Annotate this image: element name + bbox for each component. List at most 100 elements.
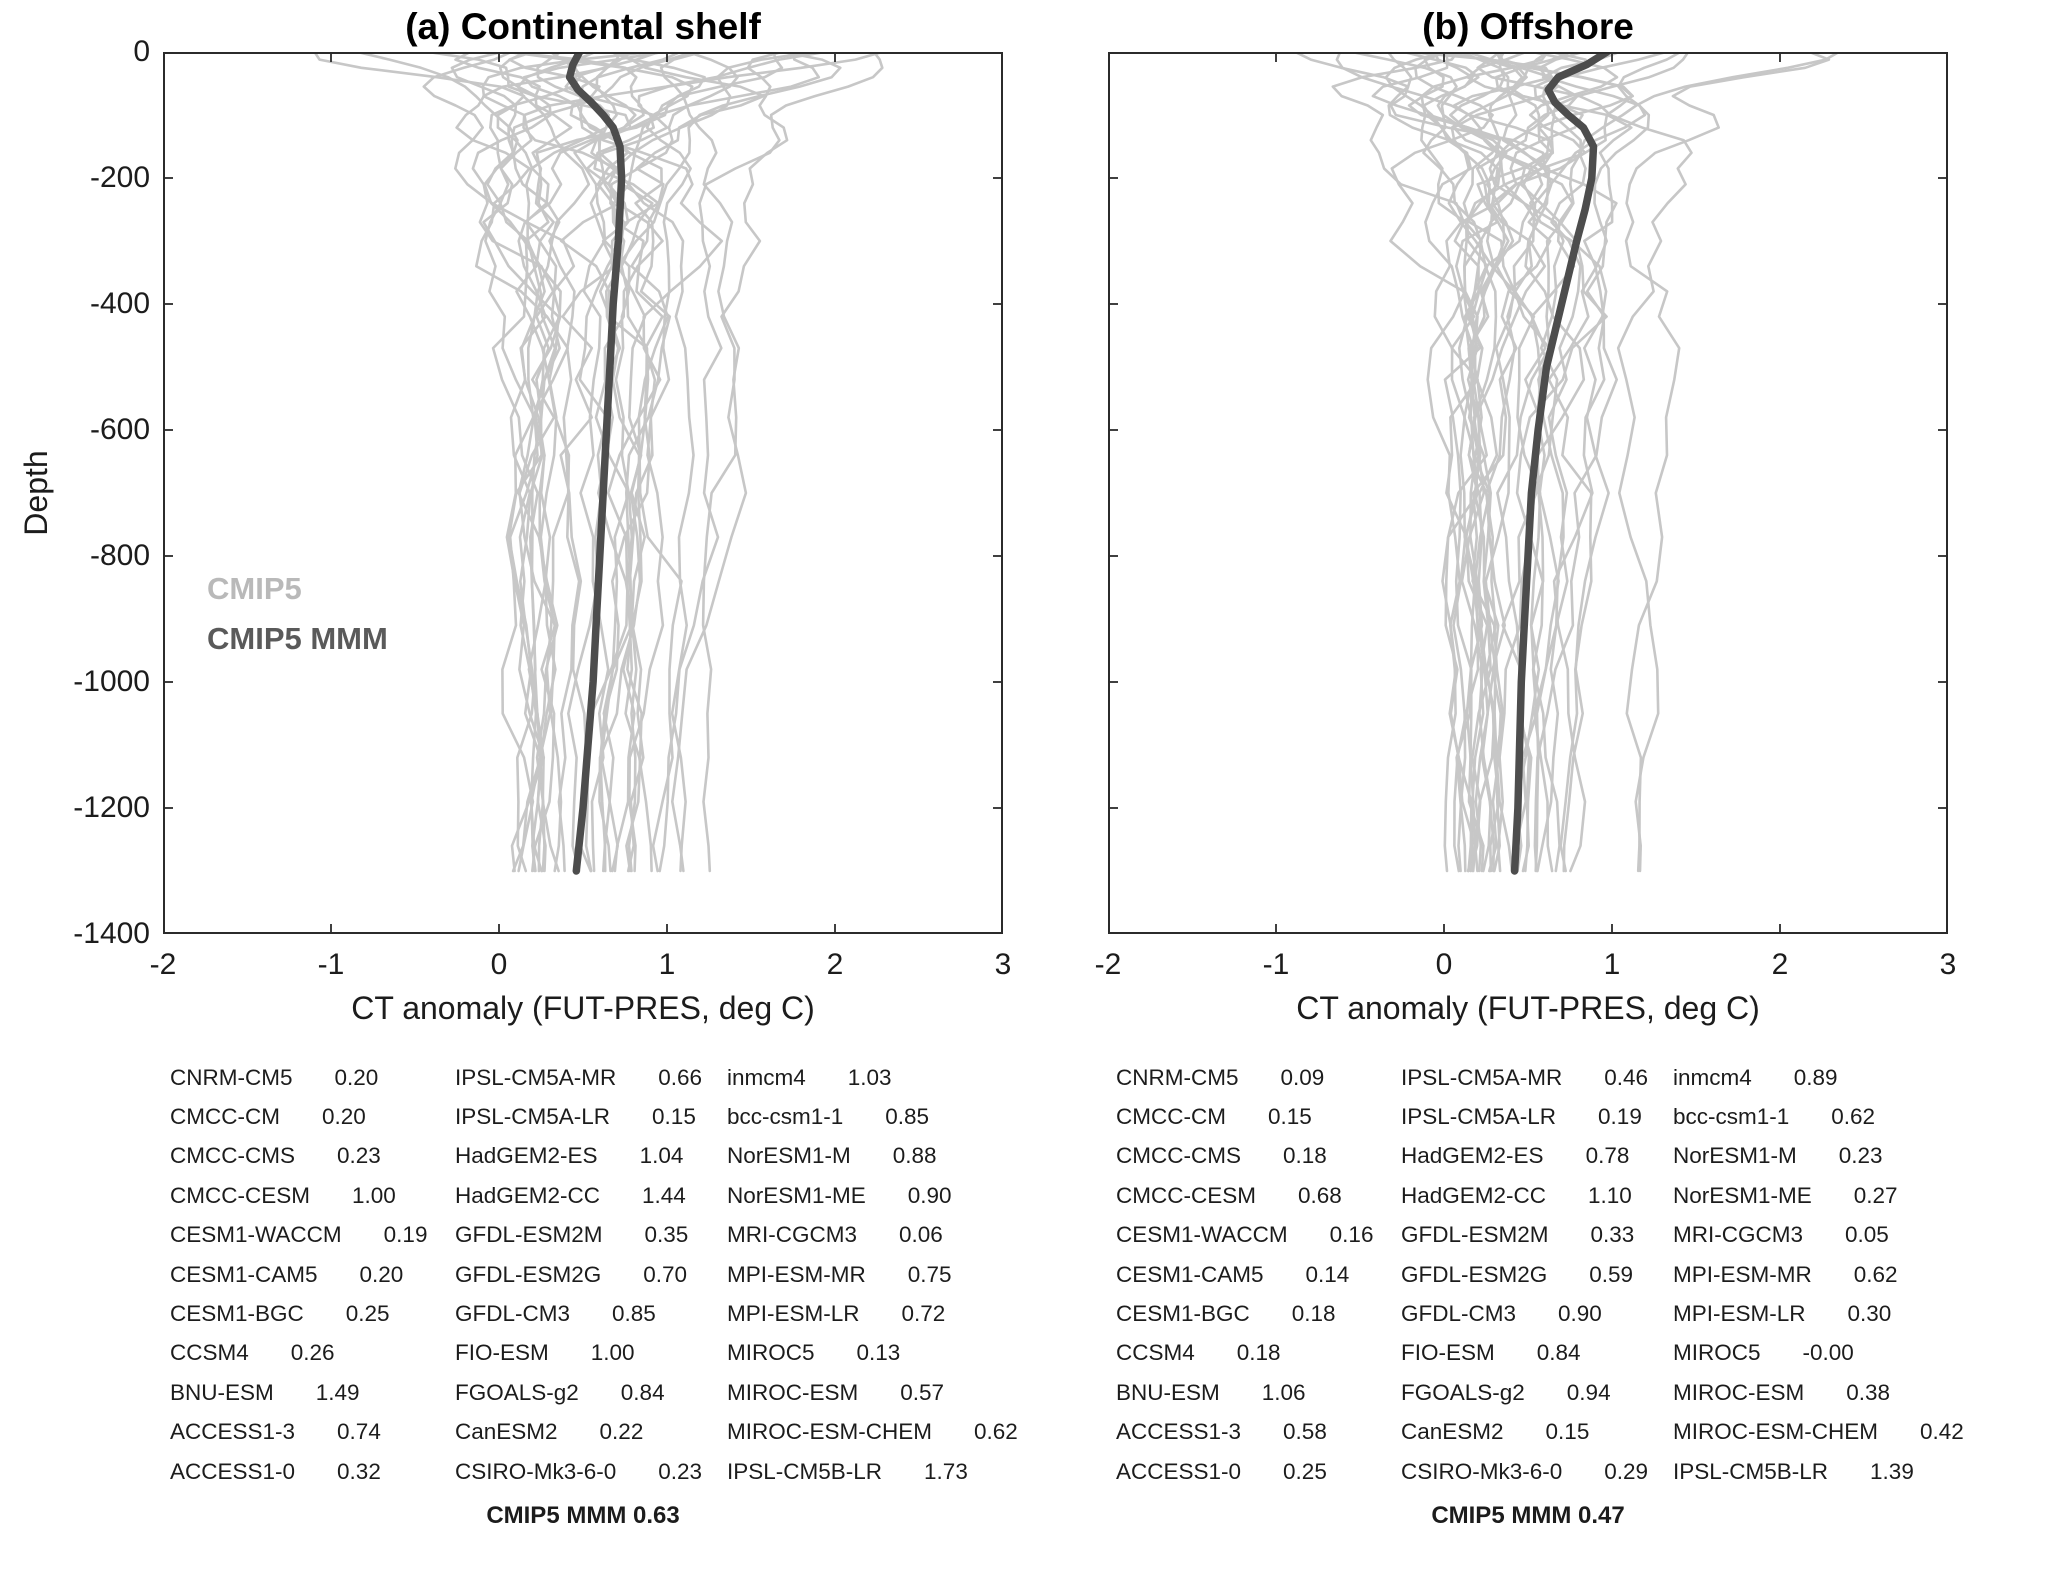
y-tick-label: -1400 xyxy=(73,917,150,950)
table-row: HadGEM2-ES 1.04 xyxy=(455,1137,727,1176)
model-name: CCSM4 xyxy=(1116,1340,1195,1366)
model-name: MPI-ESM-LR xyxy=(1673,1301,1806,1327)
table-row: MRI-CGCM3 0.06 xyxy=(727,1216,1010,1255)
table-row: CNRM-CM5 0.09 xyxy=(1116,1058,1401,1097)
model-name: CanESM2 xyxy=(455,1419,558,1445)
model-name: ACCESS1-0 xyxy=(1116,1458,1242,1484)
model-value: 0.32 xyxy=(337,1458,381,1484)
model-name: ACCESS1-0 xyxy=(170,1458,296,1484)
y-tick-label: -600 xyxy=(89,413,150,446)
model-line xyxy=(1476,52,1693,873)
model-name: bcc-csm1-1 xyxy=(727,1104,844,1130)
model-value: 0.18 xyxy=(1282,1143,1327,1169)
model-name: CSIRO-Mk3-6-0 xyxy=(1401,1458,1563,1484)
table-row: CSIRO-Mk3-6-0 0.23 xyxy=(455,1452,727,1491)
y-tick-label: -200 xyxy=(89,161,150,194)
model-value: 0.46 xyxy=(1604,1064,1649,1090)
table-column: inmcm4 0.89 bcc-csm1-1 0.62 NorESM1-M 0.23 Nor… xyxy=(1673,1058,1964,1491)
model-value: 0.90 xyxy=(1558,1301,1602,1327)
x-tick-label: -1 xyxy=(317,948,345,981)
table-row: CMCC-CMS 0.23 xyxy=(170,1137,455,1176)
model-value: 0.78 xyxy=(1585,1143,1630,1169)
table-row: MIROC-ESM 0.57 xyxy=(727,1373,1010,1412)
table-row: NorESM1-ME 0.90 xyxy=(727,1176,1010,1215)
table-row: GFDL-CM3 0.85 xyxy=(455,1294,727,1333)
table-row: ACCESS1-0 0.32 xyxy=(170,1452,455,1491)
model-value: 0.05 xyxy=(1845,1222,1889,1248)
model-name: GFDL-ESM2M xyxy=(455,1222,603,1248)
model-line xyxy=(1384,52,1547,873)
table-row: bcc-csm1-1 0.85 xyxy=(727,1097,1010,1136)
table-row: NorESM1-ME 0.27 xyxy=(1673,1176,1956,1215)
x-tick-label: 1 xyxy=(658,948,676,981)
model-name: HadGEM2-CC xyxy=(455,1182,601,1208)
model-value: 0.57 xyxy=(900,1379,945,1405)
table-row: CESM1-CAM5 0.14 xyxy=(1116,1255,1401,1294)
model-name: IPSL-CM5A-MR xyxy=(455,1064,617,1090)
model-line xyxy=(1350,52,1586,873)
table-row: CESM1-BGC 0.25 xyxy=(170,1294,455,1333)
table-row: MPI-ESM-MR 0.62 xyxy=(1673,1255,1956,1294)
model-name: CNRM-CM5 xyxy=(170,1064,293,1090)
x-tick-label: 3 xyxy=(1939,948,1957,981)
model-line xyxy=(1536,52,1841,873)
model-value: 0.30 xyxy=(1847,1301,1892,1327)
model-value: 0.89 xyxy=(1793,1064,1838,1090)
model-line xyxy=(356,52,562,873)
table-row: ACCESS1-0 0.25 xyxy=(1116,1452,1401,1491)
x-tick-label: 2 xyxy=(1771,948,1789,981)
table-row: MIROC-ESM 0.38 xyxy=(1673,1373,1956,1412)
table-row: HadGEM2-ES 0.78 xyxy=(1401,1137,1673,1176)
table-row: MRI-CGCM3 0.05 xyxy=(1673,1216,1956,1255)
model-value: 0.20 xyxy=(359,1261,404,1287)
table-row: MPI-ESM-MR 0.75 xyxy=(727,1255,1010,1294)
model-value: 0.16 xyxy=(1329,1222,1374,1248)
model-value: 0.20 xyxy=(321,1104,366,1130)
model-line xyxy=(1512,52,1647,873)
model-value: 1.04 xyxy=(639,1143,684,1169)
model-value: 0.84 xyxy=(620,1379,665,1405)
model-value: 0.23 xyxy=(1838,1143,1883,1169)
model-value: 0.25 xyxy=(1283,1458,1327,1484)
model-value: 0.23 xyxy=(336,1143,381,1169)
model-name: FIO-ESM xyxy=(1401,1340,1495,1366)
model-value: 0.85 xyxy=(612,1301,656,1327)
table-row: CCSM4 0.26 xyxy=(170,1334,455,1373)
model-value: 0.14 xyxy=(1305,1261,1350,1287)
axis-frame xyxy=(1108,52,1948,934)
model-line xyxy=(1447,52,1550,873)
model-value: 0.66 xyxy=(658,1064,703,1090)
model-value: 0.19 xyxy=(1598,1104,1642,1130)
model-name: HadGEM2-CC xyxy=(1401,1182,1547,1208)
table-row: GFDL-ESM2M 0.33 xyxy=(1401,1216,1673,1255)
model-value: 0.09 xyxy=(1280,1064,1325,1090)
model-line xyxy=(579,52,815,873)
table-row: CMCC-CM 0.15 xyxy=(1116,1097,1401,1136)
model-value: 0.74 xyxy=(337,1419,381,1445)
model-name: CESM1-BGC xyxy=(170,1301,304,1327)
model-value: 1.06 xyxy=(1261,1379,1306,1405)
table-column: CNRM-CM5 0.09 CMCC-CM 0.15 CMCC-CMS 0.18 CMCC-… xyxy=(1116,1058,1401,1491)
legend-cmip5-mmm: CMIP5 MMM xyxy=(207,621,388,656)
table-row: MIROC5 -0.00 xyxy=(1673,1334,1956,1373)
axis-frame xyxy=(163,52,1003,934)
model-name: CMCC-CM xyxy=(1116,1104,1226,1130)
model-name: MPI-ESM-MR xyxy=(1673,1261,1812,1287)
model-line xyxy=(1465,52,1551,873)
model-value: 0.19 xyxy=(383,1222,428,1248)
model-name: bcc-csm1-1 xyxy=(1673,1104,1790,1130)
table-row: IPSL-CM5B-LR 1.39 xyxy=(1673,1452,1956,1491)
model-value: 1.10 xyxy=(1588,1182,1632,1208)
model-value: 1.44 xyxy=(642,1182,686,1208)
table-row: HadGEM2-CC 1.44 xyxy=(455,1176,727,1215)
model-value: 0.94 xyxy=(1566,1379,1611,1405)
model-name: CESM1-CAM5 xyxy=(170,1261,318,1287)
panel-b-title: (b) Offshore xyxy=(1422,6,1634,47)
model-name: MRI-CGCM3 xyxy=(727,1222,857,1248)
model-name: NorESM1-ME xyxy=(1673,1182,1812,1208)
model-line xyxy=(566,52,739,873)
x-tick-labels-a: -2 -1 0 1 2 3 xyxy=(150,948,1012,988)
model-name: MRI-CGCM3 xyxy=(1673,1222,1803,1248)
x-axis-label-b: CT anomaly (FUT-PRES, deg C) xyxy=(1296,990,1760,1026)
table-row: FGOALS-g2 0.94 xyxy=(1401,1373,1673,1412)
